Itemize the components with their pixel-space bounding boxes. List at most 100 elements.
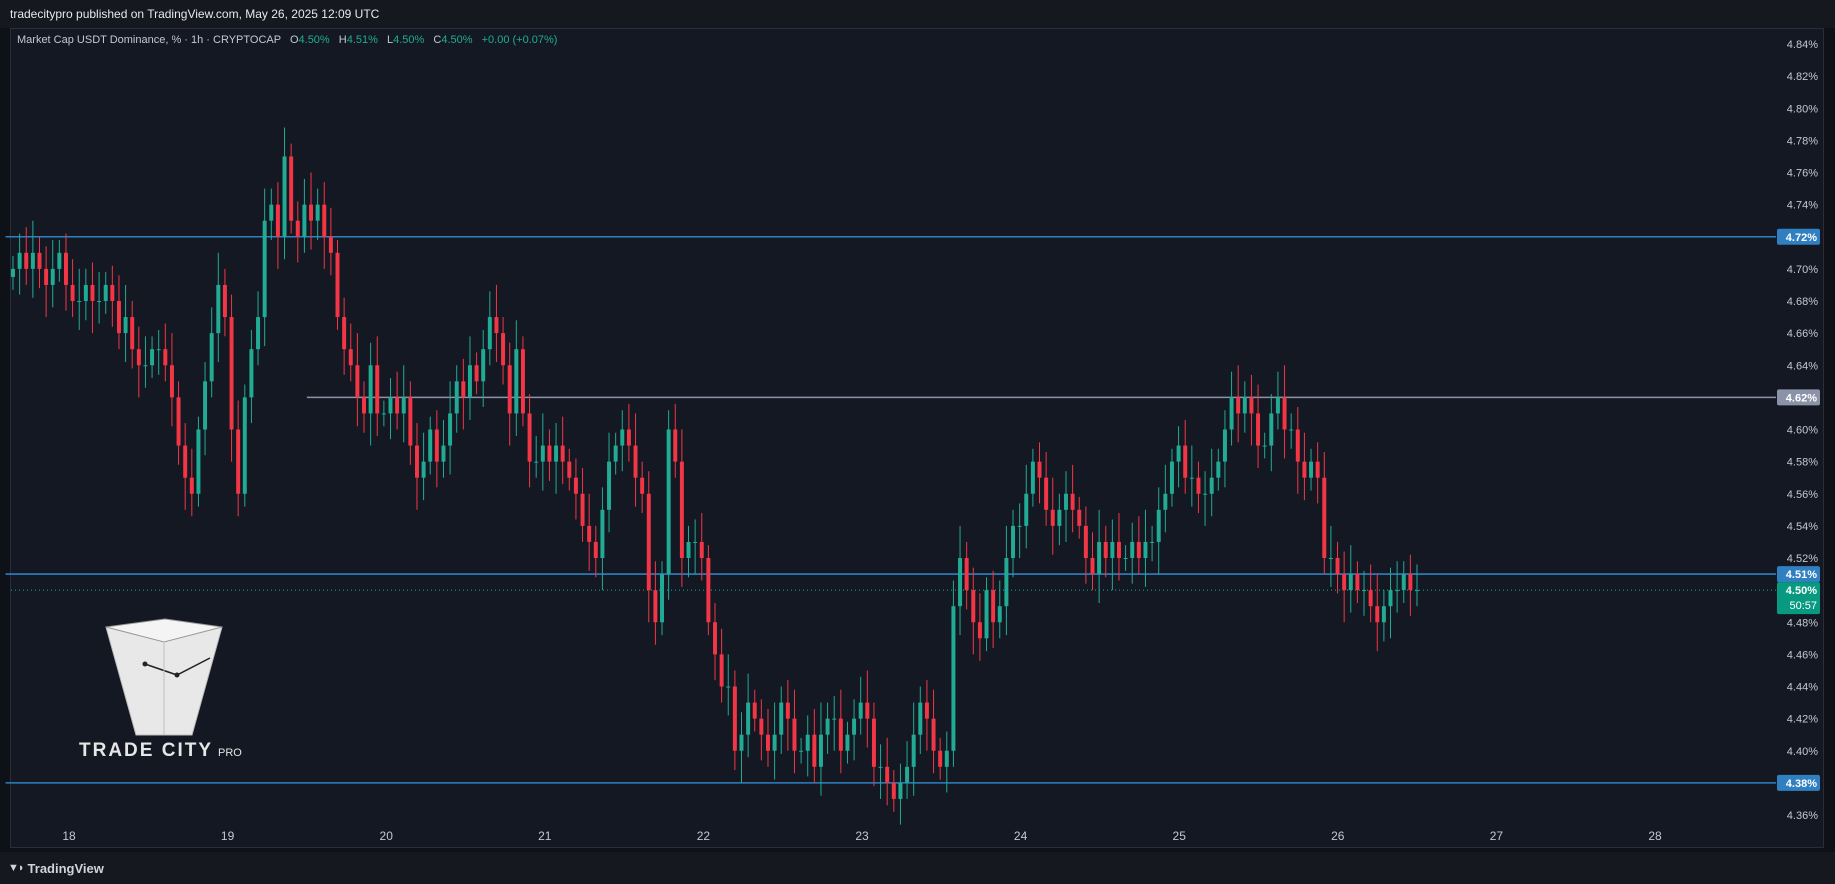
candle-body [275,204,280,237]
candle-body [765,734,770,751]
candle-body [408,397,413,446]
candle-body [600,509,605,558]
candle-body [1183,445,1188,478]
published-text: tradecitypro published on TradingView.co… [10,7,380,21]
candle-body [30,252,35,269]
candle-body [169,365,174,398]
candle-body [905,766,910,783]
candle-body [315,204,320,221]
candle-body [256,317,261,350]
candle-body [1289,429,1294,431]
candle-body [209,333,214,382]
candle-body [203,381,208,430]
candle-body [1097,541,1102,575]
candle-body [1156,509,1161,542]
level-price-label: 4.38% [1786,778,1817,790]
level-price-tag [1777,228,1820,245]
candle-body [984,590,989,639]
tradingview-brand[interactable]: ▼◗ TradingView [8,861,104,876]
candle-body [858,702,863,719]
candle-body [991,590,996,623]
chart-frame[interactable] [10,28,1824,848]
candle-body [1024,493,1029,526]
candle-body [50,268,55,285]
candle-body [653,590,658,623]
y-tick-label: 4.42% [1787,714,1818,726]
y-tick-label: 4.76% [1787,168,1818,180]
candle-body [322,204,327,237]
candle-body [1064,493,1068,510]
candle-body [1044,477,1049,510]
candle-body [1368,590,1373,607]
footer-bar: ▼◗ TradingView [0,852,1835,884]
candle-body [898,782,903,799]
candle-body [348,349,353,366]
candle-body [706,558,711,623]
candle-body [494,317,499,334]
candle-body [792,718,797,751]
candle-body [44,268,49,285]
candle-body [534,461,539,463]
candle-body [189,477,194,494]
candle-body [143,365,148,367]
candle-body [951,606,956,751]
candle-body [1315,461,1320,478]
price-chart[interactable]: 4.84% 4.82% 4.80% 4.78% 4.76% 4.74% 4.72% 4.70%… [0,0,1835,852]
y-tick-label: 4.52% [1787,553,1818,565]
candle-body [1222,429,1227,462]
candle-body [540,445,545,462]
candle-body [1322,477,1327,558]
candle-body [726,686,731,688]
candle-body [381,413,386,415]
candle-body [620,429,625,446]
y-tick-label: 4.44% [1787,682,1818,694]
candle-body [1256,413,1261,446]
y-tick-label: 4.48% [1787,617,1818,629]
y-tick-label: 4.78% [1787,135,1818,147]
candle-body [1037,461,1042,478]
candle-body [852,718,857,735]
candle-body [580,493,585,526]
candle-body [732,686,737,751]
candle-body [507,365,512,414]
candle-body [1216,461,1221,478]
candle-body [11,268,15,277]
candle-body [693,541,698,543]
candle-body [103,284,108,301]
y-tick-label: 4.64% [1787,360,1818,372]
candle-body [1335,558,1340,575]
candle-body [1130,541,1135,558]
candle-body [699,541,704,558]
candle-body [282,156,287,237]
candle-body [567,461,572,478]
candle-body [441,445,446,462]
candle-body [679,461,684,558]
open-label: O [289,34,299,46]
x-tick-label: 20 [380,829,394,843]
close-label: C [433,34,442,46]
x-tick-label: 23 [855,829,869,843]
candle-body [375,365,380,414]
candle-body [1050,509,1055,526]
candle-body [938,750,943,767]
candle-body [1011,525,1016,558]
candle-body [309,204,314,221]
candle-body [812,734,817,767]
candle-body [878,766,883,768]
candle-body [1249,397,1254,414]
level-price-label: 4.72% [1786,232,1817,244]
candle-body [163,349,168,366]
candle-body [1415,590,1419,592]
candle-body [1388,590,1393,607]
candle-body [136,349,141,366]
candle-body [593,541,598,558]
watermark-name: TRADE CITY [79,740,213,761]
y-tick-label: 4.56% [1787,489,1818,501]
candle-body [573,477,578,494]
candle-body [1242,397,1247,414]
candle-body [1269,413,1274,446]
symbol-title[interactable]: Market Cap USDT Dominance, % · 1h · CRYP… [17,34,281,46]
change-value: +0.00 (+0.07%) [481,34,558,46]
candle-body [83,284,88,301]
y-tick-label: 4.82% [1787,71,1818,83]
